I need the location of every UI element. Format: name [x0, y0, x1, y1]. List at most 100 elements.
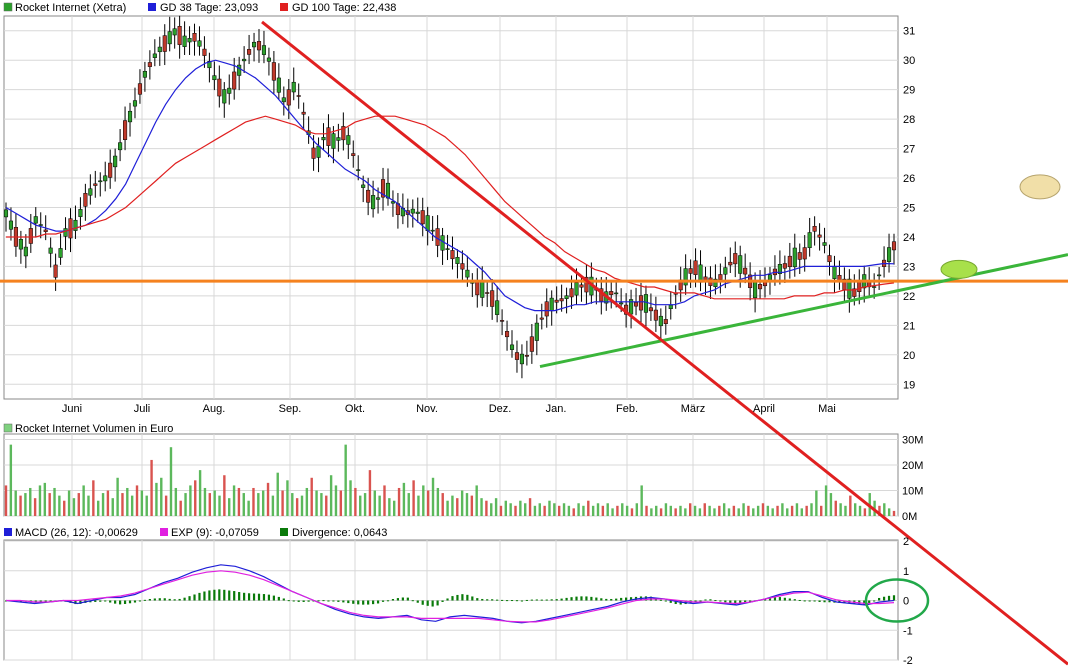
candle-body	[440, 235, 445, 251]
divergence-bar	[709, 599, 712, 601]
divergence-bar	[223, 589, 226, 601]
volume-bar	[189, 485, 192, 516]
candle-body	[326, 127, 331, 146]
divergence-bar	[347, 600, 350, 604]
divergence-bar	[193, 594, 196, 601]
divergence-bar	[203, 591, 206, 601]
candle-body	[291, 81, 296, 93]
divergence-bar	[496, 599, 499, 601]
divergence-bar	[302, 600, 305, 602]
volume-bar	[688, 503, 692, 516]
candle-body	[207, 61, 212, 69]
candle-body	[43, 229, 48, 232]
volume-bar	[839, 503, 842, 516]
candle-body	[738, 255, 743, 274]
candle-body	[152, 53, 157, 58]
volume-y-tick: 30M	[902, 435, 923, 447]
volume-bar	[208, 493, 212, 516]
volume-panel	[3, 433, 899, 517]
candle-body	[361, 184, 366, 188]
candle-body	[366, 189, 371, 203]
divergence-bar	[376, 600, 380, 604]
volume-bar	[174, 487, 178, 516]
volume-bar	[359, 495, 362, 516]
volume-bar	[412, 480, 415, 516]
divergence-bar	[247, 593, 251, 601]
candle-body	[574, 282, 579, 296]
candle-body	[524, 355, 529, 357]
volume-bar	[504, 500, 508, 516]
volume-bar	[276, 472, 279, 516]
candle-body	[886, 247, 892, 262]
price-y-tick: 25	[903, 203, 915, 215]
legend-swatch-gd100	[280, 3, 288, 11]
candle-body	[475, 280, 480, 296]
candle-body	[529, 336, 534, 352]
volume-bar	[329, 475, 333, 516]
divergence-bar	[322, 600, 325, 602]
candle-body	[485, 292, 490, 294]
divergence-bar	[386, 600, 390, 602]
candle-body	[73, 219, 78, 231]
volume-bar	[849, 495, 852, 516]
candle-body	[237, 64, 242, 76]
month-tick: Dez.	[489, 403, 512, 415]
month-tick: Nov.	[416, 403, 438, 415]
divergence-bar	[153, 598, 156, 601]
volume-bar	[58, 495, 61, 516]
divergence-bar	[674, 600, 677, 605]
divergence-bar	[228, 590, 231, 601]
candle-body	[633, 302, 639, 307]
candle-body	[321, 137, 326, 141]
candle-body	[569, 288, 574, 298]
volume-bar	[635, 503, 639, 516]
divergence-bar	[114, 600, 117, 604]
divergence-bar	[188, 596, 191, 601]
volume-bar	[844, 505, 847, 516]
candle-body	[500, 320, 505, 322]
volume-bar	[892, 510, 896, 516]
divergence-bar	[446, 598, 449, 601]
annotations	[0, 20, 1068, 666]
divergence-bar	[109, 600, 112, 603]
divergence-bar	[491, 599, 494, 601]
divergence-bar	[828, 600, 831, 603]
candle-body	[296, 95, 301, 97]
volume-bar	[77, 493, 80, 516]
volume-bar	[650, 508, 653, 516]
candle-body	[177, 26, 182, 45]
divergence-bar	[729, 600, 732, 604]
volume-bar	[344, 444, 347, 516]
divergence-bar	[823, 600, 826, 603]
candle-body	[579, 284, 584, 288]
volume-bars	[4, 444, 896, 516]
candle-body	[217, 78, 222, 97]
divergence-bar	[466, 594, 469, 601]
volume-bar	[708, 505, 711, 516]
candle-body	[812, 225, 817, 232]
divergence-bar	[878, 597, 881, 601]
divergence-bar	[74, 600, 77, 605]
volume-bar	[591, 505, 595, 516]
volume-bar	[475, 485, 478, 516]
volume-bar	[771, 508, 774, 516]
volume-bar	[645, 505, 648, 516]
legend-swatch-exp	[160, 528, 168, 536]
volume-bar	[160, 477, 163, 516]
candle-body	[514, 352, 520, 360]
volume-bar	[761, 503, 765, 516]
divergence-bar	[362, 600, 365, 605]
divergence-bar	[595, 597, 598, 601]
legend-swatch-price	[3, 2, 13, 12]
divergence-bar	[887, 595, 891, 601]
volume-bar	[426, 490, 430, 516]
candle-body	[683, 268, 688, 286]
volume-bar	[582, 505, 585, 516]
volume-bar	[261, 490, 265, 516]
divergence-bar	[421, 600, 424, 605]
divergence-bar	[699, 600, 702, 602]
candle-body	[256, 41, 262, 51]
candle-body	[877, 274, 882, 277]
candle-body	[336, 137, 341, 141]
